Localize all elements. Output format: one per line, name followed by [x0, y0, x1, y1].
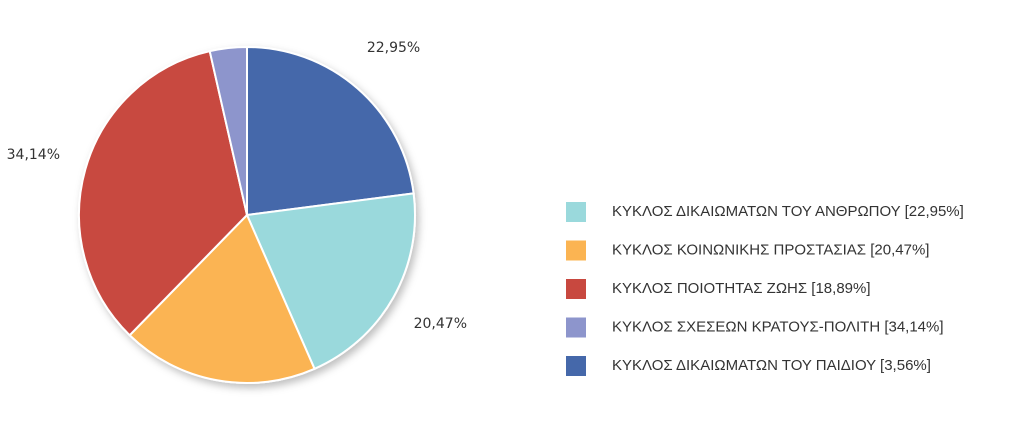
- legend-label: ΚΥΚΛΟΣ ΔΙΚΑΙΩΜΑΤΩΝ ΤΟΥ ΠΑΙΔΙΟΥ [3,56%]: [612, 357, 931, 374]
- slice-label: 3,56%: [200, 0, 244, 2]
- legend-swatch: [566, 202, 586, 222]
- legend-swatch: [566, 240, 586, 261]
- pie-slice: [246, 45, 415, 217]
- slice-label: 22,95%: [367, 40, 420, 56]
- legend-label: ΚΥΚΛΟΣ ΠΟΙΟΤΗΤΑΣ ΖΩΗΣ [18,89%]: [612, 280, 871, 297]
- slice-label: 34,14%: [7, 147, 60, 163]
- legend-swatch: [566, 356, 586, 376]
- pie: [78, 45, 416, 384]
- pie-slice: [245, 192, 416, 371]
- legend-label: ΚΥΚΛΟΣ ΣΧΕΣΕΩΝ ΚΡΑΤΟΥΣ-ΠΟΛΙΤΗ [34,14%]: [612, 318, 944, 335]
- legend-label: ΚΥΚΛΟΣ ΚΟΙΝΩΝΙΚΗΣ ΠΡΟΣΤΑΣΙΑΣ [20,47%]: [612, 241, 929, 258]
- legend-swatch: [566, 279, 586, 299]
- pie-slice: [128, 213, 316, 384]
- legend-swatch: [566, 317, 586, 338]
- pie-slice: [208, 45, 248, 216]
- legend-label: ΚΥΚΛΟΣ ΔΙΚΑΙΩΜΑΤΩΝ ΤΟΥ ΑΝΘΡΩΠΟΥ [22,95%]: [612, 203, 964, 220]
- slice-label: 20,47%: [414, 316, 467, 332]
- pie-slice: [78, 49, 249, 337]
